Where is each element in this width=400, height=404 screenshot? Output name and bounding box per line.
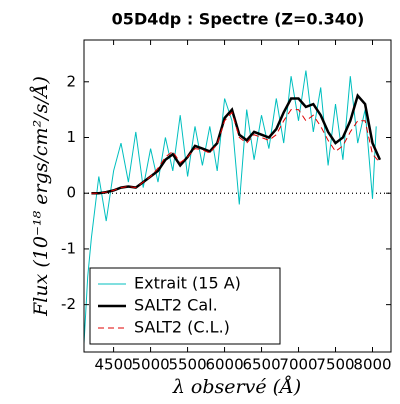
- legend-label: SALT2 (C.L.): [134, 318, 230, 337]
- x-tick-label: 5500: [168, 356, 206, 374]
- y-tick-label: 1: [66, 128, 76, 146]
- plot-frame: [83, 39, 392, 353]
- x-tick-label: 7000: [279, 356, 317, 374]
- x-tick-label: 6000: [205, 356, 243, 374]
- y-tick-label: -1: [61, 239, 76, 257]
- series-line: [91, 93, 382, 195]
- series-line: [84, 70, 377, 344]
- y-tick-label: 0: [66, 184, 76, 202]
- series-line: [91, 109, 381, 194]
- x-tick-label: 4500: [94, 356, 132, 374]
- x-tick-label: 8000: [353, 356, 391, 374]
- chart-title: 05D4dp : Spectre (Z=0.340): [112, 10, 365, 29]
- x-tick-label: 5000: [131, 356, 169, 374]
- y-axis-label: Flux (10⁻¹⁸ ergs/cm²/s/Å): [30, 76, 52, 317]
- x-tick-label: 7500: [316, 356, 354, 374]
- y-tick-label: -2: [61, 295, 76, 313]
- legend-label: SALT2 Cal.: [134, 296, 218, 315]
- legend-label: Extrait (15 A): [134, 274, 241, 293]
- y-tick-label: 2: [66, 72, 76, 90]
- x-axis-label: λ observé (Å): [172, 376, 301, 398]
- x-tick-label: 6500: [242, 356, 280, 374]
